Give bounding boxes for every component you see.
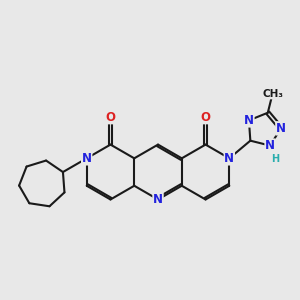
Text: N: N <box>82 152 92 165</box>
Text: O: O <box>201 111 211 124</box>
Text: N: N <box>224 152 234 165</box>
Text: N: N <box>244 114 254 127</box>
Text: N: N <box>265 139 275 152</box>
Text: N: N <box>153 193 163 206</box>
Text: N: N <box>276 122 286 135</box>
Text: H: H <box>272 154 280 164</box>
Text: O: O <box>106 111 116 124</box>
Text: CH₃: CH₃ <box>262 89 283 99</box>
